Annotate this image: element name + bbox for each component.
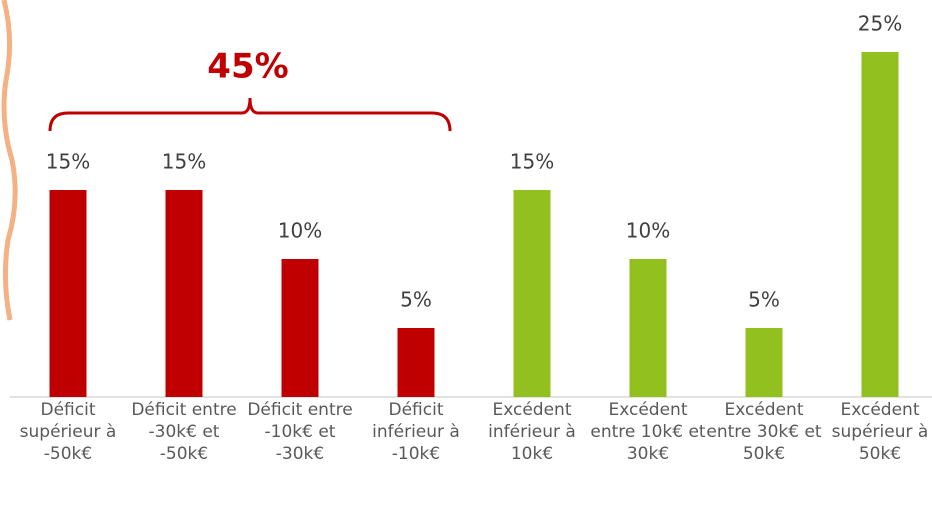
- value-label: 15%: [162, 150, 206, 174]
- bar: [282, 259, 319, 397]
- x-tick-label: Déficit supérieur à -50k€: [10, 399, 126, 465]
- decoration: [4, 0, 15, 320]
- x-tick-label: Excédent inférieur à 10k€: [474, 399, 590, 465]
- bar: [746, 328, 783, 397]
- value-label: 5%: [400, 288, 432, 312]
- value-label: 15%: [46, 150, 90, 174]
- bar: [166, 190, 203, 397]
- value-label: 10%: [626, 219, 670, 243]
- value-label: 5%: [748, 288, 780, 312]
- x-tick-label: Excédent entre 10k€ et 30k€: [590, 399, 706, 465]
- bar: [398, 328, 435, 397]
- value-label: 10%: [278, 219, 322, 243]
- brace: [50, 98, 450, 131]
- bar: [630, 259, 667, 397]
- bar: [50, 190, 87, 397]
- bar: [862, 52, 899, 397]
- bar: [514, 190, 551, 397]
- annotation: 45%: [207, 47, 288, 87]
- x-tick-label: Déficit entre -10k€ et -30k€: [242, 399, 358, 465]
- x-tick-label: Déficit entre -30k€ et -50k€: [126, 399, 242, 465]
- x-tick-label: Excédent supérieur à 50k€: [822, 399, 932, 465]
- x-tick-label: Excédent entre 30k€ et 50k€: [706, 399, 822, 465]
- value-label: 15%: [510, 150, 554, 174]
- page: 45% 15%15%10%5%15%10%5%25% (() => { cons…: [0, 0, 932, 509]
- x-tick-label: Déficit inférieur à -10k€: [358, 399, 474, 465]
- value-label: 25%: [858, 12, 902, 36]
